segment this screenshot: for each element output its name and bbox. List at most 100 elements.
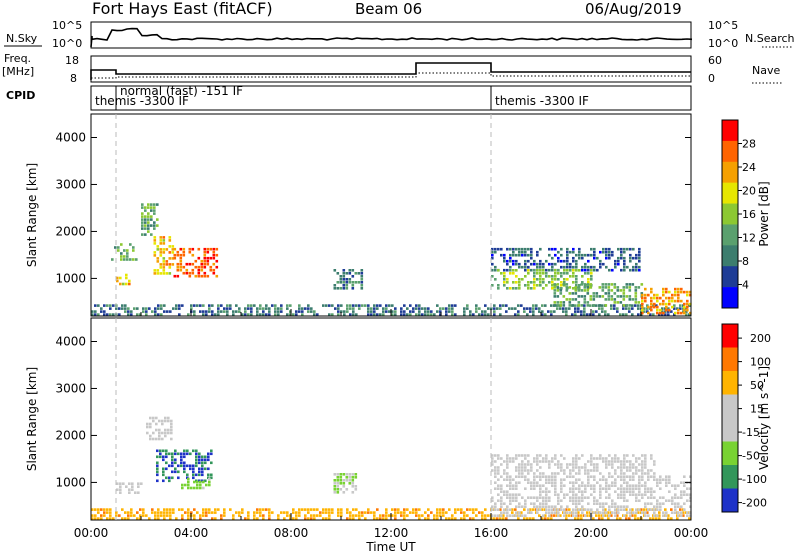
data-cell	[189, 452, 192, 456]
data-cell	[184, 483, 187, 487]
data-cell	[487, 514, 490, 517]
data-cell	[674, 505, 677, 508]
data-cell	[144, 224, 147, 227]
data-cell	[150, 206, 153, 209]
data-cell	[412, 511, 415, 514]
data-cell	[333, 482, 337, 485]
data-cell	[124, 517, 127, 520]
data-cell	[91, 313, 94, 316]
data-cell	[373, 304, 376, 307]
data-cell	[539, 484, 542, 487]
data-cell	[638, 256, 641, 260]
data-cell	[650, 302, 653, 306]
data-cell	[268, 307, 271, 310]
data-cell	[527, 472, 530, 475]
data-cell	[559, 514, 562, 517]
data-cell	[587, 259, 590, 263]
data-cell	[527, 469, 530, 472]
data-cell	[662, 502, 665, 505]
data-cell	[622, 286, 626, 289]
data-cell	[430, 310, 433, 313]
data-cell	[512, 281, 515, 284]
data-cell	[680, 493, 683, 496]
data-cell	[578, 508, 581, 511]
data-cell	[607, 295, 611, 298]
data-cell	[166, 508, 169, 511]
data-cell	[500, 499, 503, 502]
data-cell	[553, 295, 557, 298]
data-cell	[484, 508, 487, 511]
data-cell	[174, 470, 177, 474]
data-cell	[289, 313, 292, 316]
data-cell	[602, 502, 605, 505]
data-cell	[478, 511, 481, 514]
data-cell	[188, 250, 192, 254]
data-cell	[608, 493, 611, 496]
data-cell	[202, 310, 205, 313]
data-cell	[343, 313, 346, 316]
data-cell	[580, 310, 583, 313]
data-cell	[604, 283, 608, 286]
data-cell	[355, 313, 358, 316]
data-cell	[635, 469, 638, 472]
data-cell	[147, 203, 150, 206]
data-cell	[536, 454, 539, 457]
data-cell	[179, 256, 183, 260]
data-cell	[125, 276, 128, 280]
data-cell	[191, 271, 195, 275]
data-cell	[557, 508, 560, 511]
data-cell	[171, 248, 175, 251]
data-cell	[196, 480, 199, 484]
data-cell	[151, 508, 154, 511]
data-cell	[123, 258, 126, 261]
colorbar-swatch	[722, 266, 738, 288]
data-cell	[173, 247, 177, 251]
data-cell	[176, 265, 180, 269]
data-cell	[177, 470, 180, 474]
data-cell	[641, 475, 644, 478]
data-cell	[614, 505, 617, 508]
data-cell	[533, 278, 536, 281]
data-cell	[289, 304, 292, 307]
data-cell	[144, 206, 147, 209]
data-cell	[106, 511, 109, 514]
data-cell	[566, 493, 569, 496]
data-cell	[647, 293, 650, 297]
data-cell	[159, 272, 163, 275]
data-cell	[136, 307, 139, 310]
data-cell	[539, 505, 542, 508]
data-cell	[665, 475, 668, 478]
data-cell	[518, 466, 521, 469]
data-cell	[659, 478, 662, 481]
data-cell	[500, 457, 503, 460]
data-cell	[574, 517, 577, 520]
data-cell	[614, 484, 617, 487]
data-cell	[610, 298, 614, 301]
data-cell	[331, 304, 334, 307]
data-cell	[587, 281, 590, 284]
data-cell	[336, 491, 340, 494]
data-cell	[551, 478, 554, 481]
data-cell	[354, 473, 358, 476]
data-cell	[632, 511, 635, 514]
data-cell	[569, 469, 572, 472]
data-cell	[201, 473, 204, 477]
data-cell	[106, 313, 109, 316]
data-cell	[560, 284, 563, 287]
data-cell	[602, 475, 605, 478]
data-cell	[562, 310, 565, 313]
data-cell	[578, 478, 581, 481]
data-cell	[545, 502, 548, 505]
data-cell	[181, 508, 184, 511]
data-cell	[144, 233, 147, 236]
data-cell	[652, 313, 655, 316]
data-cell	[497, 484, 500, 487]
data-cell	[122, 482, 125, 485]
data-cell	[354, 281, 358, 284]
data-cell	[656, 502, 659, 505]
data-cell	[307, 511, 310, 514]
data-cell	[575, 505, 578, 508]
data-cell	[542, 457, 545, 460]
data-cell	[500, 490, 503, 493]
data-cell	[584, 472, 587, 475]
